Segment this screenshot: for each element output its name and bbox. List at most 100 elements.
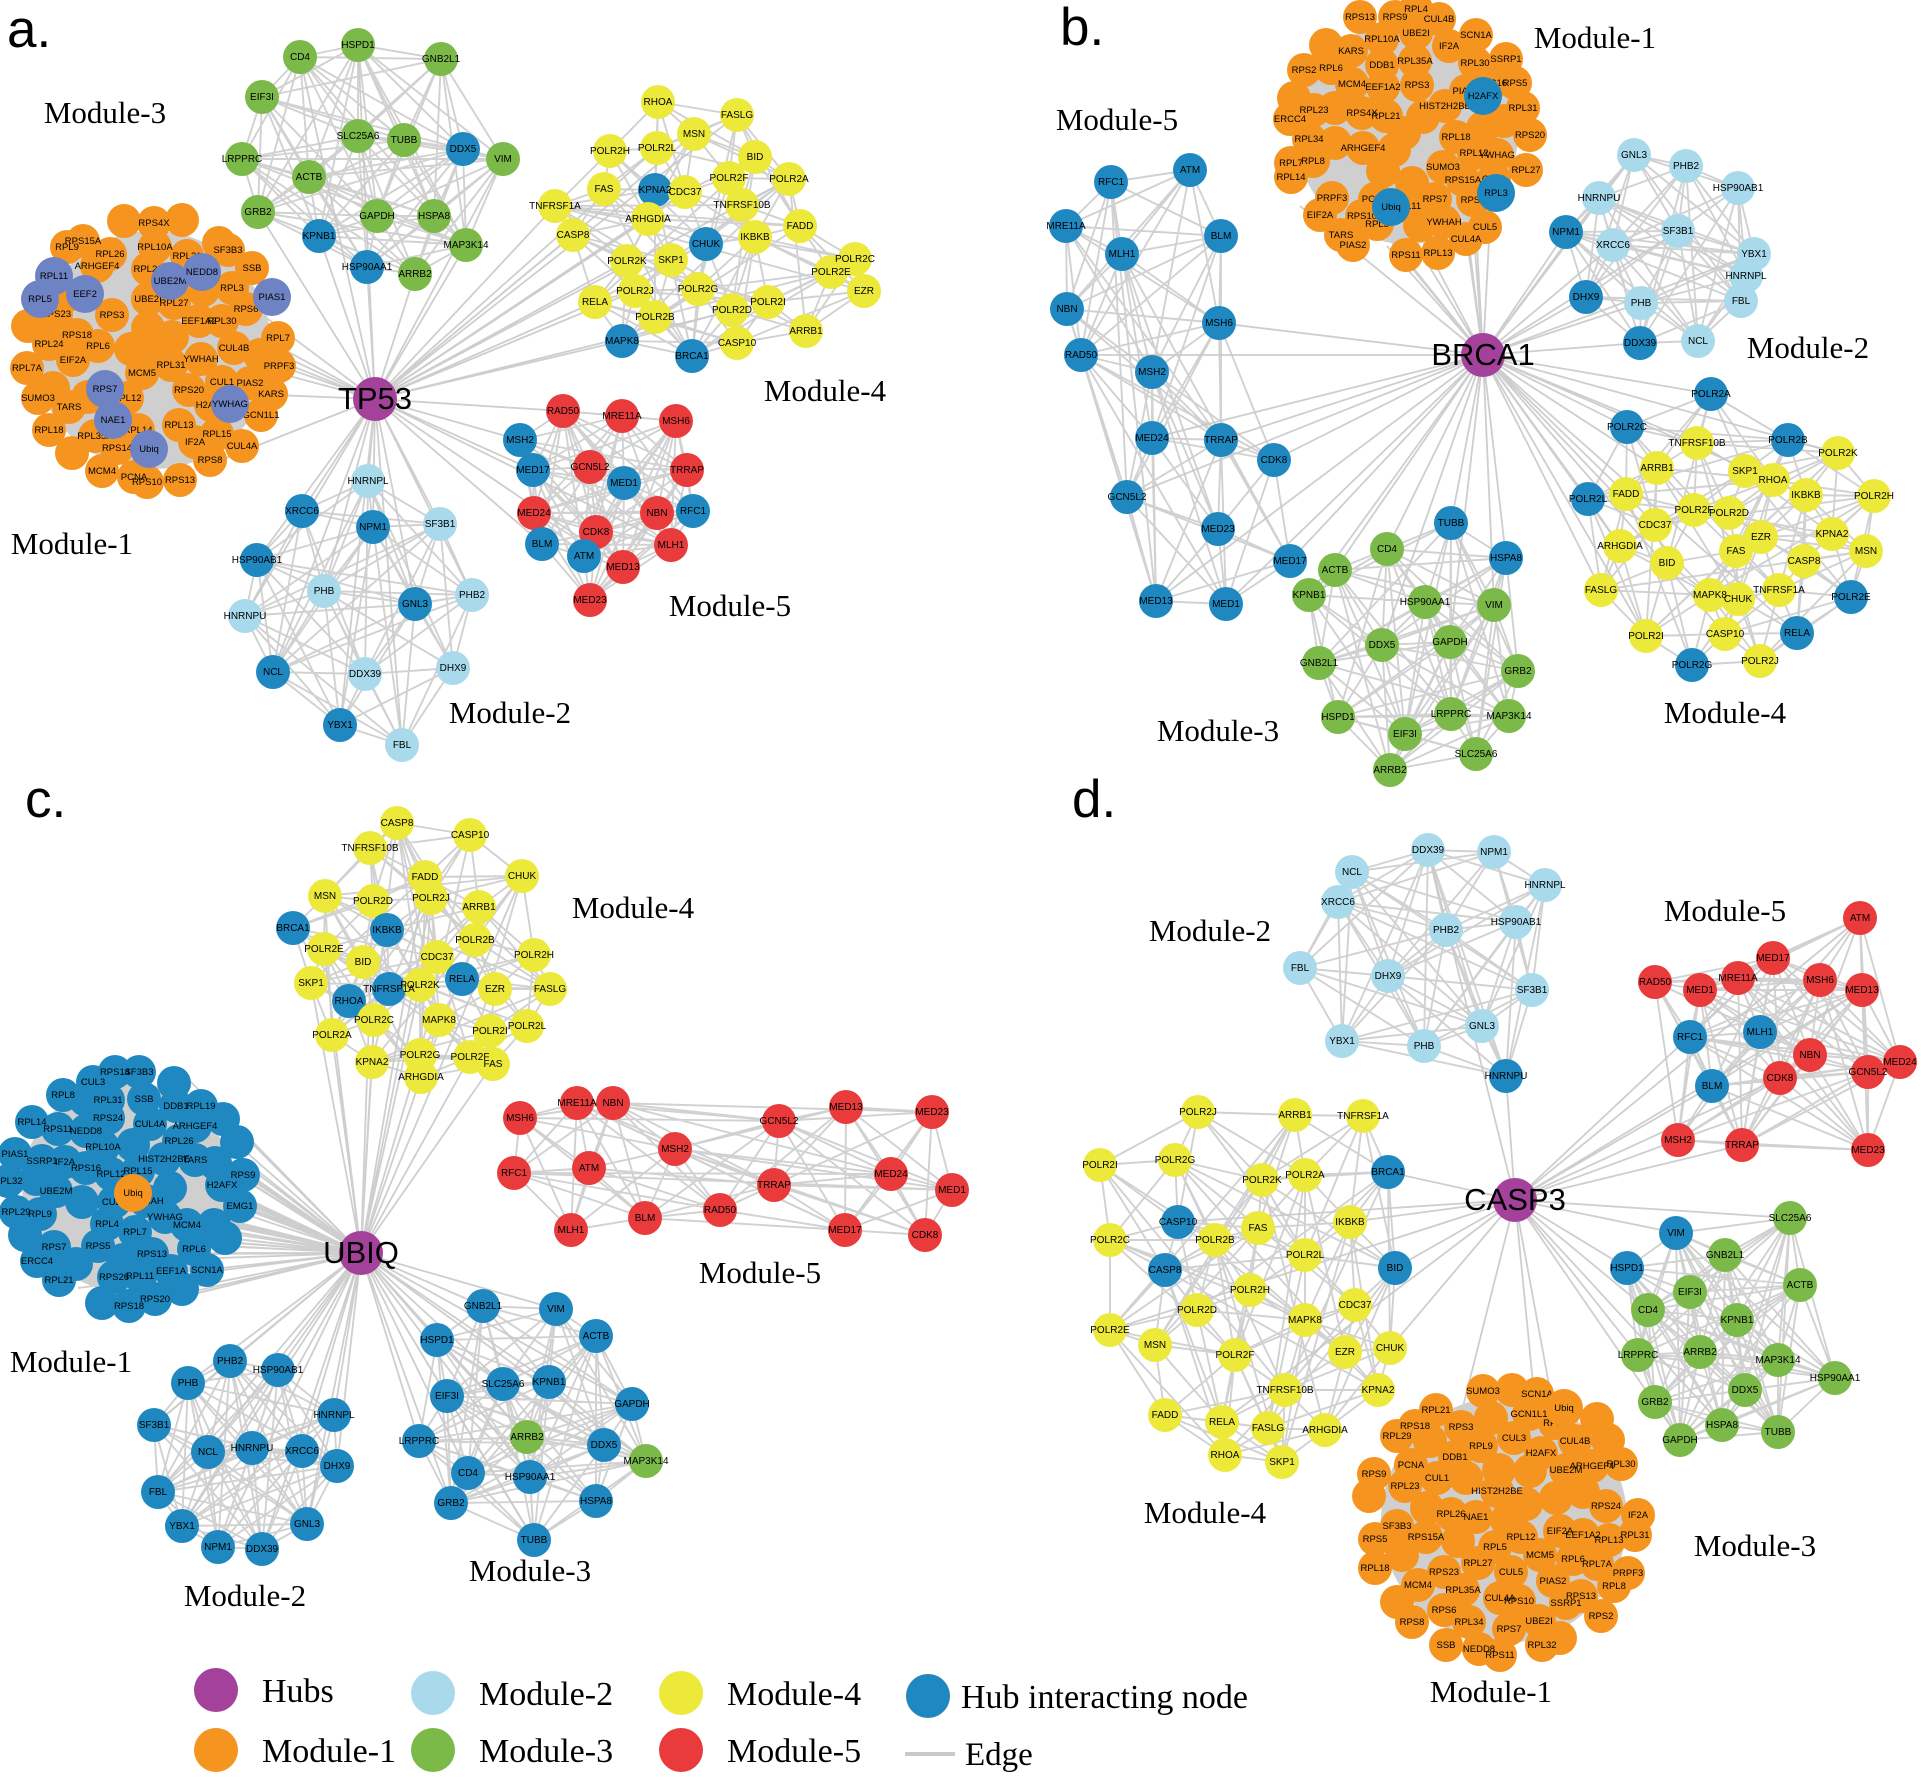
svg-text:POLR2C: POLR2C xyxy=(1090,1235,1130,1246)
svg-text:POLR2A: POLR2A xyxy=(1691,389,1731,400)
svg-text:MED17: MED17 xyxy=(1756,953,1790,964)
svg-text:Module-2: Module-2 xyxy=(479,1676,613,1713)
svg-text:CDK8: CDK8 xyxy=(912,1230,939,1241)
svg-text:MSH2: MSH2 xyxy=(661,1144,689,1155)
svg-text:RPL6: RPL6 xyxy=(1319,63,1343,74)
svg-text:MAPK8: MAPK8 xyxy=(605,336,639,347)
svg-text:DHX9: DHX9 xyxy=(1375,971,1402,982)
svg-text:MCM5: MCM5 xyxy=(1526,1550,1554,1561)
svg-text:RPL23: RPL23 xyxy=(1390,1481,1419,1492)
svg-text:GAPDH: GAPDH xyxy=(1662,1435,1698,1446)
svg-text:PIAS2: PIAS2 xyxy=(237,378,264,389)
svg-text:Module-3: Module-3 xyxy=(479,1733,613,1770)
svg-text:RAD50: RAD50 xyxy=(1065,350,1098,361)
svg-text:RPL4: RPL4 xyxy=(95,1219,119,1230)
svg-text:BID: BID xyxy=(355,957,372,968)
svg-text:POLR2F: POLR2F xyxy=(1675,505,1714,516)
svg-text:RAD50: RAD50 xyxy=(1639,977,1672,988)
svg-text:MED23: MED23 xyxy=(1201,524,1235,535)
svg-text:ATM: ATM xyxy=(579,1163,599,1174)
svg-text:RHOA: RHOA xyxy=(1211,1450,1240,1461)
svg-text:RPS18: RPS18 xyxy=(114,1301,144,1312)
svg-text:CUL3: CUL3 xyxy=(1502,1433,1526,1444)
svg-text:RPS15A: RPS15A xyxy=(1408,1532,1445,1543)
svg-text:PHB: PHB xyxy=(178,1378,199,1389)
svg-text:HSP90AB1: HSP90AB1 xyxy=(232,555,283,566)
svg-text:PIAS2: PIAS2 xyxy=(1340,240,1367,251)
svg-text:MAP3K14: MAP3K14 xyxy=(1486,711,1531,722)
svg-text:POLR2D: POLR2D xyxy=(353,896,393,907)
svg-text:MAPK8: MAPK8 xyxy=(422,1015,456,1026)
svg-text:CHUK: CHUK xyxy=(1724,594,1753,605)
svg-text:CASP8: CASP8 xyxy=(1149,1265,1182,1276)
svg-text:KPNA2: KPNA2 xyxy=(1816,529,1849,540)
svg-text:RPL27: RPL27 xyxy=(1511,165,1540,176)
svg-text:RPL14: RPL14 xyxy=(123,425,152,436)
svg-text:CUL1: CUL1 xyxy=(1425,1473,1449,1484)
svg-text:SSRP1: SSRP1 xyxy=(1550,1598,1581,1609)
svg-text:RPL9: RPL9 xyxy=(55,242,79,253)
svg-text:MED1: MED1 xyxy=(1212,599,1240,610)
svg-text:MSH6: MSH6 xyxy=(506,1113,534,1124)
svg-text:RPL30: RPL30 xyxy=(1606,1459,1635,1470)
svg-text:CDK8: CDK8 xyxy=(1767,1073,1794,1084)
svg-text:UBE2I: UBE2I xyxy=(134,294,161,305)
svg-text:RELA: RELA xyxy=(1784,628,1810,639)
svg-text:PHB2: PHB2 xyxy=(217,1356,244,1367)
svg-text:GAPDH: GAPDH xyxy=(359,211,395,222)
svg-text:MED1: MED1 xyxy=(610,478,638,489)
svg-text:RPL23: RPL23 xyxy=(1299,105,1328,116)
svg-text:GNB2L1: GNB2L1 xyxy=(1706,1250,1745,1261)
svg-text:MSN: MSN xyxy=(1855,546,1877,557)
svg-text:DDX39: DDX39 xyxy=(1412,845,1445,856)
svg-text:POLR2F: POLR2F xyxy=(1216,1350,1255,1361)
svg-text:RPS5: RPS5 xyxy=(1363,1534,1388,1545)
svg-text:RPL8: RPL8 xyxy=(51,1090,75,1101)
svg-text:RFC1: RFC1 xyxy=(1098,177,1125,188)
svg-text:c.: c. xyxy=(25,770,66,829)
svg-text:RPS7: RPS7 xyxy=(93,384,118,395)
svg-text:CHUK: CHUK xyxy=(508,871,537,882)
svg-text:RPL4: RPL4 xyxy=(1404,4,1428,15)
svg-text:ACTB: ACTB xyxy=(1787,1280,1814,1291)
svg-text:SF3B1: SF3B1 xyxy=(1517,985,1548,996)
svg-text:SCN1A: SCN1A xyxy=(1460,30,1492,41)
svg-text:CASP8: CASP8 xyxy=(557,230,590,241)
svg-text:RPL7: RPL7 xyxy=(123,1227,147,1238)
svg-text:RELA: RELA xyxy=(1209,1417,1235,1428)
svg-text:POLR2B: POLR2B xyxy=(1195,1235,1235,1246)
svg-text:HSPD1: HSPD1 xyxy=(341,40,375,51)
svg-text:ARHGDIA: ARHGDIA xyxy=(398,1072,444,1083)
svg-text:GNB2L1: GNB2L1 xyxy=(422,54,461,65)
svg-text:PRPF3: PRPF3 xyxy=(1613,1568,1644,1579)
svg-text:IF2A: IF2A xyxy=(1439,41,1460,52)
svg-text:LRPPRC: LRPPRC xyxy=(1431,709,1472,720)
svg-text:NPM1: NPM1 xyxy=(1552,227,1580,238)
svg-text:MCM4: MCM4 xyxy=(173,1220,201,1231)
svg-text:RPL5: RPL5 xyxy=(1365,219,1389,230)
svg-text:BLM: BLM xyxy=(1702,1081,1723,1092)
svg-text:FASLG: FASLG xyxy=(534,984,566,995)
svg-text:POLR2A: POLR2A xyxy=(1285,1170,1325,1181)
svg-text:RPS13: RPS13 xyxy=(165,475,195,486)
svg-text:d.: d. xyxy=(1072,770,1116,829)
svg-text:RPS24: RPS24 xyxy=(1591,1501,1621,1512)
svg-text:TNFRSF1A: TNFRSF1A xyxy=(1753,585,1805,596)
svg-text:DDB1: DDB1 xyxy=(163,1101,188,1112)
svg-text:PHB2: PHB2 xyxy=(459,590,486,601)
svg-text:IKBKB: IKBKB xyxy=(1335,1217,1365,1228)
svg-text:RPS18: RPS18 xyxy=(1400,1421,1430,1432)
svg-text:MSH6: MSH6 xyxy=(662,416,690,427)
svg-text:HNRNPU: HNRNPU xyxy=(1578,193,1621,204)
svg-text:BLM: BLM xyxy=(635,1213,656,1224)
svg-text:PIAS2: PIAS2 xyxy=(1540,1576,1567,1587)
svg-text:ERCC4: ERCC4 xyxy=(1274,114,1306,125)
svg-text:YBX1: YBX1 xyxy=(169,1521,195,1532)
svg-text:ARHGDIA: ARHGDIA xyxy=(625,214,671,225)
svg-text:FBL: FBL xyxy=(149,1487,168,1498)
svg-text:RPS8: RPS8 xyxy=(198,455,223,466)
svg-text:SF3B3: SF3B3 xyxy=(213,245,242,256)
svg-text:YBX1: YBX1 xyxy=(1741,249,1767,260)
svg-text:RPL30: RPL30 xyxy=(1460,58,1489,69)
svg-text:XRCC6: XRCC6 xyxy=(1596,240,1630,251)
